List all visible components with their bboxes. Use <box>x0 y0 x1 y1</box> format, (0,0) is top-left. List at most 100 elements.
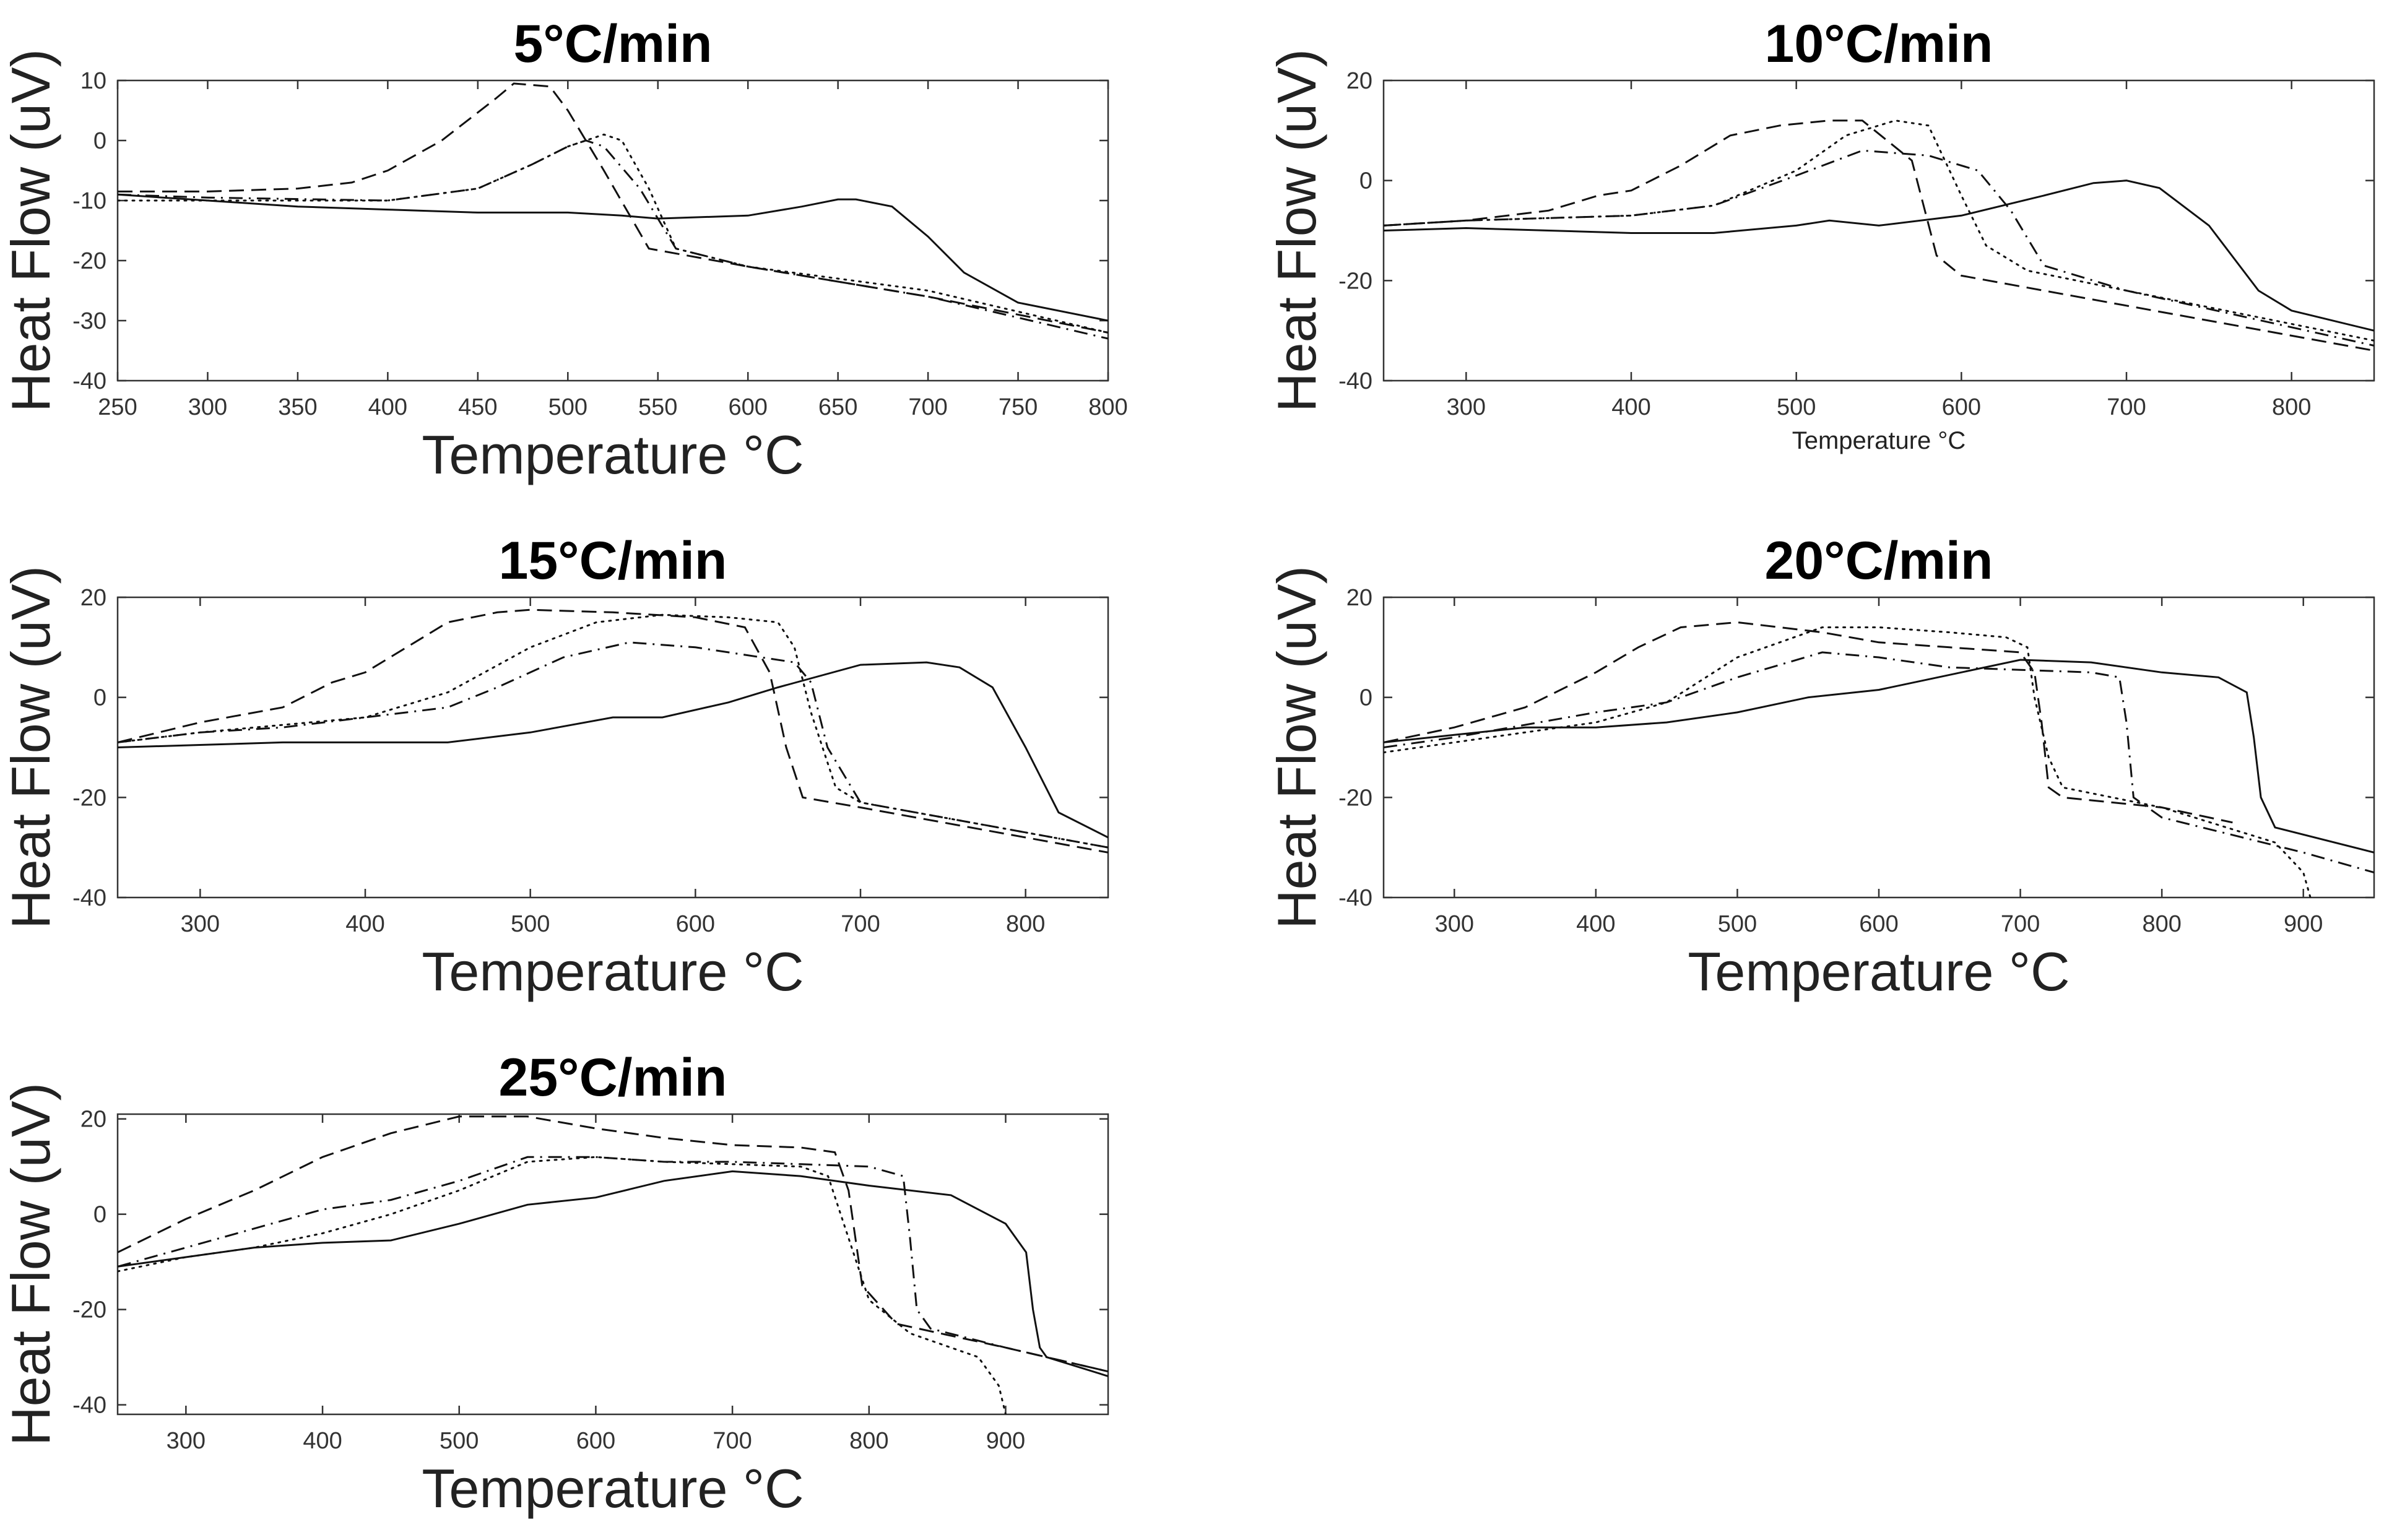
x-tick-label: 500 <box>440 1428 479 1454</box>
x-tick-label: 500 <box>1718 911 1757 937</box>
series-dotted <box>1384 119 2374 342</box>
y-tick-label: 0 <box>1359 168 1372 194</box>
series-dashdot <box>118 1156 1108 1373</box>
x-tick-label: 300 <box>1435 911 1474 937</box>
y-tick-label: 0 <box>93 685 106 711</box>
x-tick-label: 750 <box>999 394 1038 420</box>
series-solid <box>118 1170 1108 1377</box>
x-tick-label: 700 <box>908 394 947 420</box>
x-tick-label: 700 <box>841 911 880 937</box>
x-tick-label: 300 <box>167 1428 206 1454</box>
y-tick-label: -40 <box>1338 885 1372 911</box>
chart-title: 15°C/min <box>499 531 727 590</box>
y-axis-label: Heat Flow (uV) <box>0 49 61 412</box>
x-tick-label: 600 <box>576 1428 615 1454</box>
y-tick-label: -10 <box>72 188 106 214</box>
x-tick-label: 800 <box>1088 394 1127 420</box>
x-tick-label: 900 <box>2284 911 2323 937</box>
series-dashed <box>1384 119 2374 352</box>
series-dashed <box>1384 621 2233 824</box>
y-tick-label: -20 <box>72 248 106 274</box>
y-axis-label: Heat Flow (uV) <box>0 566 61 929</box>
chart-panel-1: 5°C/min 250 300 350 400 450 500 550 600 650 700 750… <box>0 14 1128 485</box>
x-tick-label: 300 <box>188 394 227 420</box>
series-dashdot <box>118 641 1108 849</box>
chart-title: 10°C/min <box>1765 14 1993 74</box>
x-tick-label: 400 <box>1611 394 1650 420</box>
chart-panel-3: 15°C/min 300 400 500 600 700 800 -40 -20 0 20 Tempe… <box>0 531 1109 1002</box>
y-tick-label: -30 <box>72 308 106 334</box>
series-group <box>118 1115 1108 1414</box>
y-tick-label: 20 <box>1346 585 1372 611</box>
x-tick-label: 350 <box>278 394 317 420</box>
y-tick-label: -20 <box>72 785 106 811</box>
x-tick-label: 500 <box>511 911 550 937</box>
series-solid <box>1384 659 2374 854</box>
series-group <box>1384 621 2374 898</box>
x-tick-label: 700 <box>2107 394 2146 420</box>
x-axis-label: Temperature °C <box>422 424 804 485</box>
x-tick-label: 400 <box>303 1428 342 1454</box>
x-tick-label: 600 <box>728 394 767 420</box>
series-dotted <box>1384 626 2312 898</box>
series-dotted <box>118 613 1108 849</box>
x-tick-label: 500 <box>1777 394 1816 420</box>
x-tick-label: 700 <box>2001 911 2040 937</box>
x-tick-label: 250 <box>98 394 137 420</box>
x-tick-label: 600 <box>1942 394 1981 420</box>
y-tick-label: -40 <box>72 885 106 911</box>
y-tick-label: 0 <box>1359 685 1372 711</box>
series-group <box>118 608 1108 854</box>
plot-area-frame <box>116 1113 1109 1416</box>
series-group <box>1384 119 2374 352</box>
x-tick-label: 800 <box>2142 911 2181 937</box>
x-axis-label: Temperature °C <box>422 1458 804 1519</box>
y-tick-label: 0 <box>93 128 106 154</box>
x-tick-label: 900 <box>986 1428 1025 1454</box>
series-dashdot <box>1384 651 2374 874</box>
y-tick-label: 20 <box>80 1107 106 1133</box>
series-solid <box>1384 180 2374 332</box>
chart-title: 20°C/min <box>1765 531 1993 590</box>
y-tick-label: -20 <box>1338 268 1372 294</box>
chart-panel-4: 20°C/min 300 400 500 600 700 800 900 -40 -20 0 20 Te… <box>1266 531 2375 1002</box>
x-tick-label: 300 <box>1447 394 1486 420</box>
plot-area-frame <box>116 79 1109 382</box>
y-tick-label: 0 <box>93 1202 106 1228</box>
x-tick-label: 800 <box>2272 394 2311 420</box>
x-tick-label: 700 <box>713 1428 752 1454</box>
series-dashed <box>118 608 1108 854</box>
x-tick-label: 800 <box>849 1428 888 1454</box>
y-tick-label: -40 <box>72 1393 106 1419</box>
x-tick-label: 650 <box>818 394 857 420</box>
series-dashdot <box>118 139 1108 340</box>
chart-title: 5°C/min <box>513 14 712 74</box>
y-tick-label: -40 <box>72 368 106 394</box>
y-tick-label: -40 <box>1338 368 1372 394</box>
x-tick-label: 600 <box>1859 911 1898 937</box>
x-axis-label: Temperature °C <box>422 941 804 1002</box>
x-tick-label: 600 <box>676 911 715 937</box>
x-tick-label: 400 <box>368 394 407 420</box>
series-dashed <box>118 82 1108 334</box>
series-solid <box>118 193 1108 322</box>
x-axis-label: Temperature °C <box>1688 941 2070 1002</box>
series-dashdot <box>1384 149 2374 347</box>
series-dotted <box>118 1156 1007 1414</box>
x-tick-label: 800 <box>1006 911 1045 937</box>
y-axis-label: Heat Flow (uV) <box>1266 49 1327 412</box>
series-group <box>118 82 1108 340</box>
series-solid <box>118 661 1108 839</box>
x-tick-label: 550 <box>638 394 677 420</box>
x-tick-label: 300 <box>181 911 220 937</box>
x-tick-label: 500 <box>548 394 587 420</box>
y-tick-label: 10 <box>80 68 106 94</box>
y-axis-label: Heat Flow (uV) <box>0 1083 61 1446</box>
chart-panel-2: 10°C/min 300 400 500 600 700 800 -40 -20 0 20 Tempe… <box>1266 14 2375 454</box>
x-tick-label: 450 <box>458 394 497 420</box>
y-tick-label: -20 <box>1338 785 1372 811</box>
y-tick-label: 20 <box>80 585 106 611</box>
chart-panel-5: 25°C/min 300 400 500 600 700 800 900 -40 -20 0 20 Te… <box>0 1048 1109 1519</box>
